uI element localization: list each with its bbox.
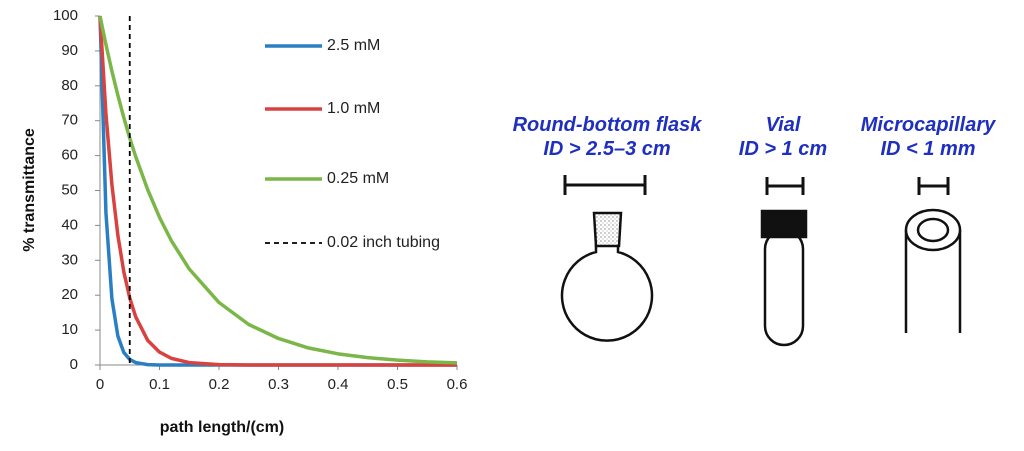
y-tick-label: 70 — [61, 112, 78, 129]
legend-label: 0.25 mM — [327, 170, 389, 187]
item-title: Vial — [766, 114, 801, 136]
x-tick-label: 0.4 — [328, 376, 349, 393]
y-tick-label: 100 — [53, 7, 78, 24]
x-tick-label: 0.3 — [268, 376, 289, 393]
item-title: Microcapillary — [861, 114, 996, 136]
x-tick-label: 0.5 — [387, 376, 408, 393]
legend-label: 2.5 mM — [327, 37, 380, 54]
y-axis-title: % transmittance — [21, 128, 38, 252]
x-tick-label: 0.2 — [209, 376, 230, 393]
microcapillary — [904, 208, 962, 333]
item-title: Round-bottom flask — [513, 114, 703, 136]
x-tick-label: 0.1 — [149, 376, 170, 393]
series-line — [98, 15, 457, 367]
flask — [560, 211, 654, 342]
item-size: ID > 2.5–3 cm — [543, 138, 670, 160]
series-line — [98, 15, 457, 367]
item-size: ID > 1 cm — [739, 138, 827, 160]
legend-label: 1.0 mM — [327, 100, 380, 117]
x-tick-label: 0 — [96, 376, 104, 393]
y-tick-label: 0 — [70, 356, 78, 373]
item-size: ID < 1 mm — [880, 138, 975, 160]
y-tick-label: 60 — [61, 147, 78, 164]
x-tick-label: 0.6 — [447, 376, 468, 393]
y-tick-label: 90 — [61, 42, 78, 59]
y-tick-label: 40 — [61, 216, 78, 233]
x-axis-title: path length/(cm) — [160, 419, 284, 436]
y-tick-label: 80 — [61, 77, 78, 94]
vial — [760, 209, 808, 347]
y-tick-label: 10 — [61, 321, 78, 338]
series-line — [98, 15, 458, 365]
y-tick-label: 20 — [61, 286, 78, 303]
brackets — [563, 175, 950, 195]
diagram: Round-bottom flask ID > 2.5–3 cm Vial ID… — [513, 114, 996, 347]
y-tick-label: 50 — [61, 181, 78, 198]
legend-label: 0.02 inch tubing — [327, 234, 440, 251]
y-tick-label: 30 — [61, 251, 78, 268]
